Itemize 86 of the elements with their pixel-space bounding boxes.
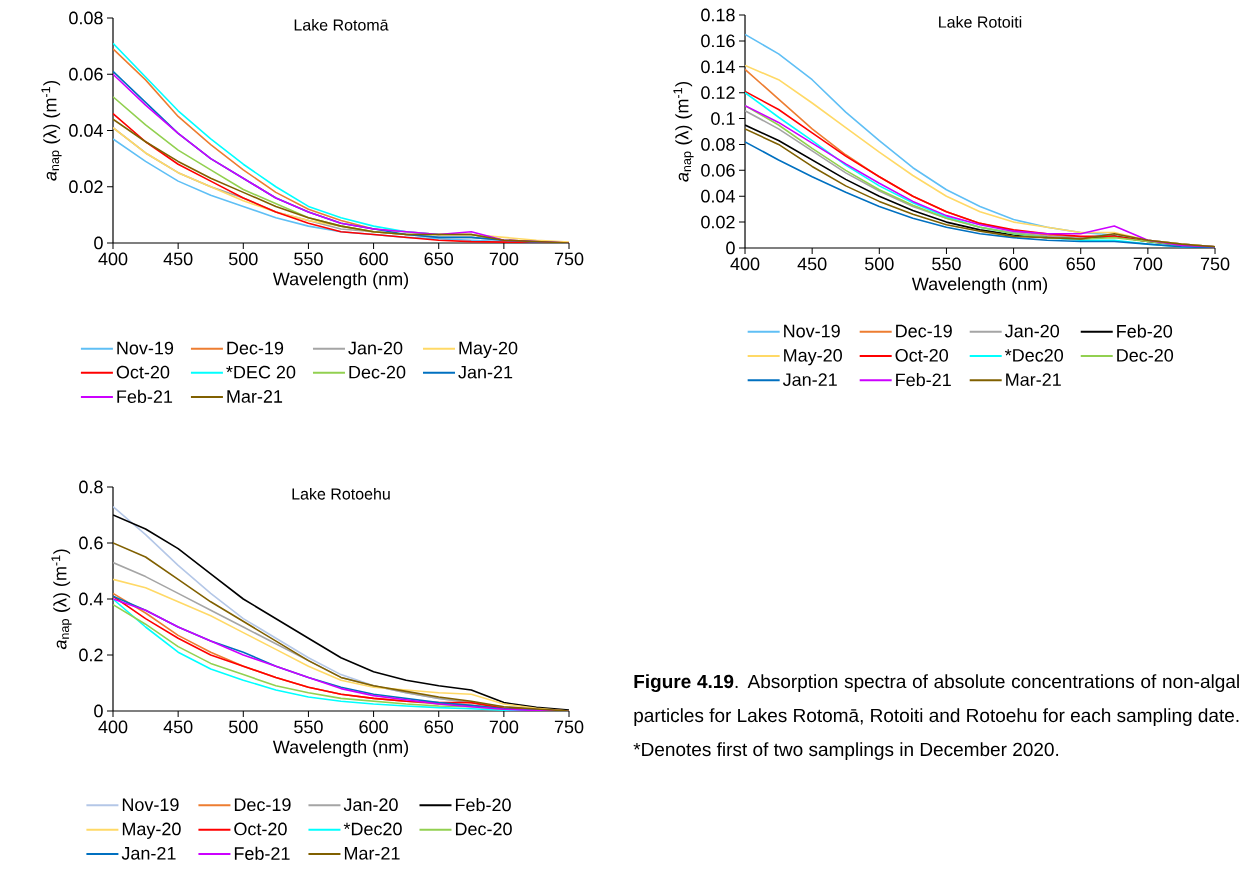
x-tick-label: 650 [1066, 257, 1096, 271]
legend-label: Oct-20 [895, 348, 949, 362]
x-tick-label: 700 [489, 252, 519, 266]
y-axis-title: a$_{nap}$ (λ) (m$^{-1}$) [41, 81, 62, 181]
y-tick-label: 0.8 [79, 480, 103, 494]
x-axis-title: Wavelength (nm) [272, 272, 409, 289]
legend-label: Feb-20 [1117, 324, 1173, 338]
legend-label: May-20 [784, 348, 842, 366]
legend-label: Dec-20 [455, 822, 512, 836]
y-tick-label: 0.08 [701, 138, 735, 151]
x-tick-label: 700 [1133, 257, 1163, 271]
legend-label: Dec-19 [227, 341, 284, 355]
x-tick-label: 750 [554, 252, 584, 266]
x-tick-label: 650 [424, 720, 454, 734]
y-tick-label: 0.2 [79, 648, 103, 662]
x-axis-title: Wavelength (nm) [911, 277, 1048, 294]
x-tick-label: 500 [865, 257, 894, 271]
y-tick-label: 0.4 [79, 592, 103, 606]
x-tick-label: 650 [424, 252, 454, 266]
x-tick-label: 450 [163, 720, 193, 734]
legend-label: Mar-21 [227, 390, 283, 403]
legend-label: Jan-21 [121, 846, 176, 860]
legend-label: May-20 [122, 822, 181, 839]
legend-label: Nov-19 [117, 341, 174, 355]
x-tick-label: 750 [554, 720, 584, 734]
x-tick-label: 700 [489, 720, 519, 734]
legend-label: *Dec20 [1004, 348, 1064, 362]
legend-label: Oct-20 [234, 822, 287, 836]
x-tick-label: 400 [98, 252, 128, 266]
y-tick-label: 0.02 [701, 215, 735, 229]
y-tick-label: 0.06 [701, 163, 735, 177]
y-tick-label: 0.18 [701, 8, 735, 22]
legend-label: Dec-20 [1117, 348, 1174, 362]
legend-label: Jan-21 [458, 365, 513, 379]
y-tick-label: 0.16 [701, 34, 735, 48]
y-tick-label: 0.06 [69, 67, 103, 81]
y-axis-title: a$_{nap}$ (λ) (m$^{-1}$) [673, 82, 694, 182]
legend-label: Nov-19 [122, 798, 179, 812]
x-tick-label: 750 [1200, 257, 1230, 271]
y-tick-label: 0.12 [701, 86, 735, 100]
legend-label: Dec-19 [896, 324, 952, 338]
legend-label: Oct-20 [116, 365, 170, 379]
y-tick-label: 0.02 [69, 180, 103, 194]
x-tick-label: 600 [359, 252, 388, 266]
text: Figure 4.19. Absorption spectra of absolute concentrations of non-algal particles for Lakes Rotomā, Rotoiti and Rotoehu for each sampling date. *Denotes first of two samplings in December 2020. [633, 674, 1239, 760]
x-axis-title: Wavelength (nm) [272, 740, 409, 757]
legend-label: Jan-21 [782, 373, 837, 387]
y-tick-label: 0 [726, 241, 735, 255]
legend-label: Feb-20 [455, 798, 511, 812]
y-axis-title: a$_{nap}$ (λ) (m$^{-1}$) [51, 549, 72, 650]
y-tick-label: 0 [94, 704, 103, 718]
x-tick-label: 500 [228, 720, 258, 734]
y-tick-label: 0.6 [79, 536, 103, 550]
x-tick-label: 550 [294, 720, 323, 734]
legend-label: Jan-20 [348, 341, 403, 355]
legend-label: May-20 [459, 341, 518, 358]
legend-label: Dec-19 [234, 798, 291, 812]
x-tick-label: 550 [932, 257, 961, 271]
x-tick-label: 450 [797, 257, 827, 271]
legend-label: Mar-21 [1006, 373, 1061, 387]
legend-label: Dec-20 [349, 365, 406, 379]
legend-label: Feb-21 [234, 846, 290, 860]
y-tick-label: 0.04 [701, 189, 735, 203]
x-tick-label: 400 [98, 720, 128, 734]
x-tick-label: 600 [359, 720, 388, 734]
x-tick-label: 500 [228, 252, 258, 266]
legend-label: *Dec20 [343, 822, 402, 836]
legend-label: Feb-21 [896, 373, 951, 387]
legend-label: Nov-19 [784, 324, 840, 338]
y-tick-label: 0.08 [69, 11, 103, 25]
legend-label: Mar-21 [344, 846, 400, 860]
y-tick-label: 0 [94, 236, 103, 250]
x-tick-label: 400 [730, 257, 760, 271]
chart-title: Lake Rotomā [294, 18, 389, 31]
y-tick-label: 0.1 [711, 112, 735, 125]
legend-label: *DEC 20 [226, 365, 296, 379]
legend-label: Feb-21 [117, 389, 173, 404]
x-tick-label: 550 [294, 252, 323, 266]
chart-title: Lake Rotoiti [939, 16, 1022, 28]
legend-label: Jan-20 [1004, 324, 1060, 338]
chart-title: Lake Rotoehu [292, 487, 390, 500]
x-tick-label: 450 [163, 252, 193, 266]
legend-label: Jan-20 [343, 798, 398, 812]
x-tick-label: 600 [999, 257, 1028, 271]
y-tick-label: 0.14 [701, 60, 735, 74]
y-tick-label: 0.04 [69, 124, 103, 137]
